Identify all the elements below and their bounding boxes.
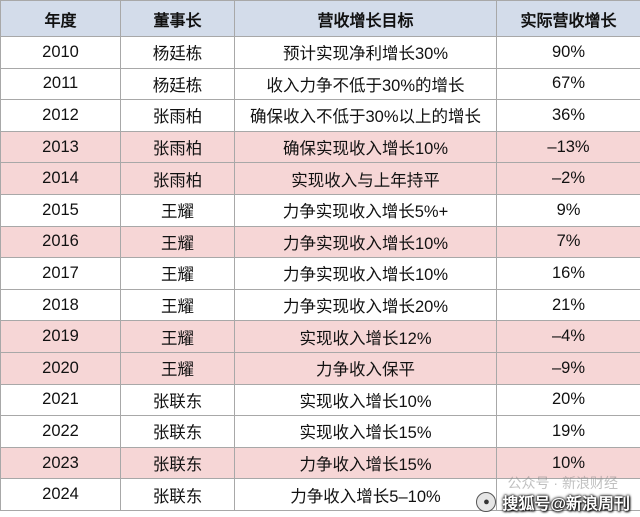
cell-year: 2023 [0, 446, 121, 480]
cell-chairman: 张联东 [120, 415, 235, 448]
cell-target: 实现收入增长15% [234, 415, 497, 448]
cell-chairman: 张联东 [120, 478, 235, 511]
cell-year: 2020 [0, 351, 121, 385]
table-row: 2022 张联东 实现收入增长15% 19% [0, 415, 640, 448]
table-row: 2016 王耀 力争实现收入增长10% 7% [0, 225, 640, 259]
header-year: 年度 [0, 0, 121, 37]
cell-actual: 67% [496, 67, 640, 101]
cell-chairman: 王耀 [120, 288, 235, 322]
table-body: 2010 杨廷栋 预计实现净利增长30% 90% 2011 杨廷栋 收入力争不低于30%的增… [0, 36, 640, 511]
cell-chairman: 张联东 [120, 446, 235, 480]
cell-actual: 21% [496, 288, 640, 322]
cell-actual: –2% [496, 162, 640, 195]
table-row: 2013 张雨柏 确保实现收入增长10% –13% [0, 130, 640, 164]
cell-year: 2019 [0, 320, 121, 353]
cell-year: 2017 [0, 257, 121, 290]
cell-actual: –13% [496, 130, 640, 164]
cell-target: 收入力争不低于30%的增长 [234, 67, 497, 101]
cell-year: 2015 [0, 193, 121, 227]
cell-year: 2012 [0, 99, 121, 132]
cell-actual: 90% [496, 36, 640, 69]
cell-chairman: 张联东 [120, 383, 235, 417]
cell-chairman: 杨廷栋 [120, 67, 235, 101]
cell-target: 力争实现收入增长10% [234, 225, 497, 259]
cell-target: 力争实现收入增长20% [234, 288, 497, 322]
cell-target: 力争实现收入增长5%+ [234, 193, 497, 227]
cell-year: 2016 [0, 225, 121, 259]
table-row: 2021 张联东 实现收入增长10% 20% [0, 383, 640, 417]
table-row: 2024 张联东 力争收入增长5–10% [0, 478, 640, 511]
cell-actual: 36% [496, 99, 640, 132]
cell-target: 力争收入增长15% [234, 446, 497, 480]
table-row: 2014 张雨柏 实现收入与上年持平 –2% [0, 162, 640, 195]
cell-year: 2021 [0, 383, 121, 417]
cell-chairman: 杨廷栋 [120, 36, 235, 69]
cell-year: 2013 [0, 130, 121, 164]
table-row: 2015 王耀 力争实现收入增长5%+ 9% [0, 193, 640, 227]
cell-chairman: 王耀 [120, 225, 235, 259]
header-chairman: 董事长 [120, 0, 235, 37]
table-row: 2020 王耀 力争收入保平 –9% [0, 351, 640, 385]
cell-target: 力争收入保平 [234, 351, 497, 385]
cell-chairman: 王耀 [120, 351, 235, 385]
cell-target: 预计实现净利增长30% [234, 36, 497, 69]
cell-chairman: 王耀 [120, 193, 235, 227]
cell-year: 2014 [0, 162, 121, 195]
cell-actual: 16% [496, 257, 640, 290]
cell-actual: 10% [496, 446, 640, 480]
cell-target: 确保收入不低于30%以上的增长 [234, 99, 497, 132]
cell-chairman: 王耀 [120, 320, 235, 353]
table-row: 2019 王耀 实现收入增长12% –4% [0, 320, 640, 353]
cell-actual: 20% [496, 383, 640, 417]
cell-target: 实现收入增长10% [234, 383, 497, 417]
cell-actual [496, 478, 640, 511]
cell-target: 实现收入增长12% [234, 320, 497, 353]
cell-target: 力争收入增长5–10% [234, 478, 497, 511]
table-row: 2023 张联东 力争收入增长15% 10% [0, 446, 640, 480]
header-actual-growth: 实际营收增长 [496, 0, 640, 37]
cell-chairman: 张雨柏 [120, 162, 235, 195]
table-row: 2018 王耀 力争实现收入增长20% 21% [0, 288, 640, 322]
table-header-row: 年度 董事长 营收增长目标 实际营收增长 [0, 0, 640, 37]
cell-actual: 9% [496, 193, 640, 227]
cell-year: 2024 [0, 478, 121, 511]
cell-chairman: 张雨柏 [120, 99, 235, 132]
cell-target: 实现收入与上年持平 [234, 162, 497, 195]
cell-year: 2011 [0, 67, 121, 101]
cell-actual: 19% [496, 415, 640, 448]
header-revenue-target: 营收增长目标 [234, 0, 497, 37]
table-row: 2010 杨廷栋 预计实现净利增长30% 90% [0, 36, 640, 69]
cell-year: 2018 [0, 288, 121, 322]
table-row: 2012 张雨柏 确保收入不低于30%以上的增长 36% [0, 99, 640, 132]
cell-actual: –9% [496, 351, 640, 385]
cell-year: 2022 [0, 415, 121, 448]
cell-actual: 7% [496, 225, 640, 259]
cell-actual: –4% [496, 320, 640, 353]
table-row: 2017 王耀 力争实现收入增长10% 16% [0, 257, 640, 290]
cell-chairman: 王耀 [120, 257, 235, 290]
table-row: 2011 杨廷栋 收入力争不低于30%的增长 67% [0, 67, 640, 101]
cell-year: 2010 [0, 36, 121, 69]
cell-target: 力争实现收入增长10% [234, 257, 497, 290]
cell-target: 确保实现收入增长10% [234, 130, 497, 164]
cell-chairman: 张雨柏 [120, 130, 235, 164]
